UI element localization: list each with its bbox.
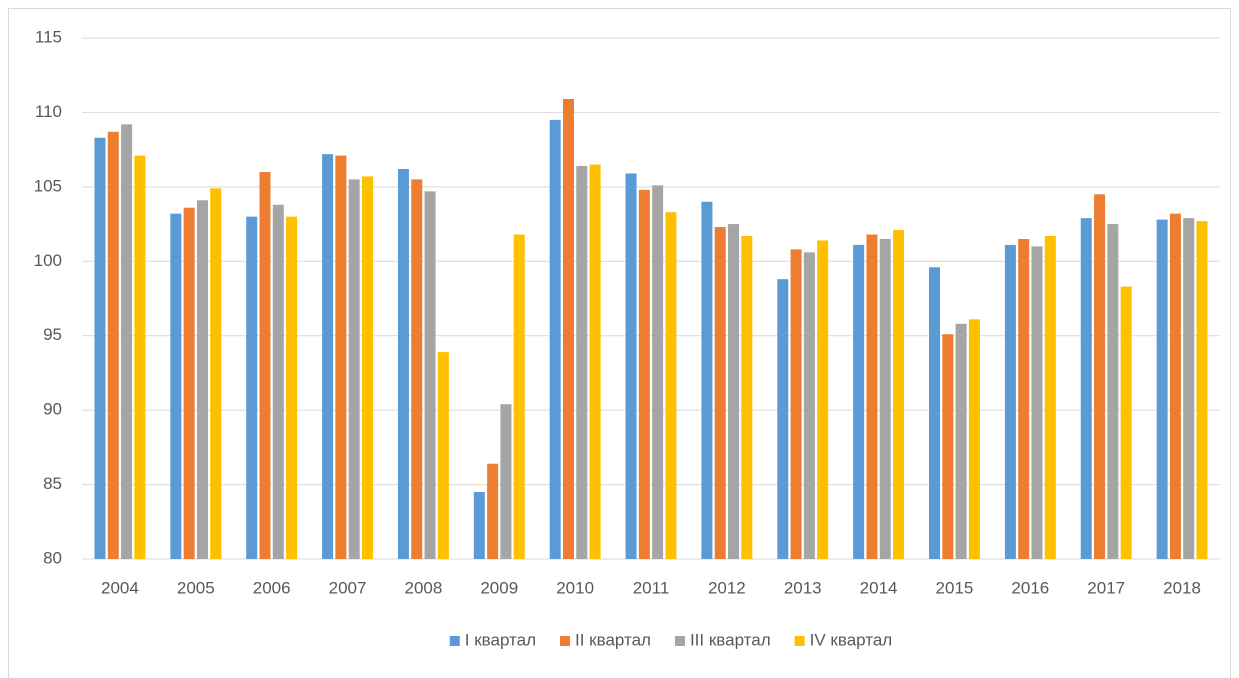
bar (728, 224, 740, 560)
bar (272, 204, 284, 559)
legend-label: II квартал (575, 630, 651, 649)
x-tick-label: 2010 (556, 578, 594, 597)
bar (701, 201, 713, 559)
bar (322, 154, 334, 559)
legend-swatch (794, 636, 805, 646)
bar (210, 188, 222, 560)
bar (638, 189, 650, 559)
bar (500, 404, 512, 559)
bar (1120, 286, 1132, 559)
legend-label: III квартал (690, 630, 771, 649)
bar (1169, 213, 1181, 559)
bar (437, 352, 449, 559)
x-tick-label: 2006 (253, 578, 291, 597)
bar (196, 200, 208, 560)
x-tick-label: 2008 (404, 578, 442, 597)
y-tick-label: 105 (34, 176, 62, 195)
bar (1156, 219, 1168, 559)
bar (1018, 238, 1030, 559)
bar (121, 124, 133, 559)
bar (1031, 246, 1043, 559)
bar (1004, 244, 1016, 559)
bar (259, 171, 271, 559)
y-tick-label: 110 (35, 102, 62, 121)
y-tick-label: 85 (43, 474, 62, 493)
bar (625, 173, 637, 559)
x-tick-label: 2015 (936, 578, 974, 597)
bar (348, 179, 360, 559)
x-tick-label: 2016 (1011, 578, 1049, 597)
bar (1080, 218, 1092, 560)
legend-label: IV квартал (810, 630, 893, 649)
bar (411, 179, 423, 559)
y-tick-label: 80 (43, 548, 62, 567)
x-tick-label: 2013 (784, 578, 822, 597)
bar (487, 463, 499, 559)
bar (94, 137, 106, 559)
bar (361, 176, 373, 560)
bar (513, 234, 525, 559)
bar (652, 185, 664, 559)
bar (473, 492, 485, 559)
x-tick-label: 2011 (633, 578, 670, 597)
x-tick-label: 2012 (708, 578, 746, 597)
bar (134, 155, 146, 559)
bar (335, 155, 347, 559)
bar (665, 212, 677, 560)
legend-label: I квартал (465, 630, 536, 649)
bar (549, 119, 561, 559)
x-tick-label: 2009 (480, 578, 518, 597)
y-tick-label: 100 (34, 251, 62, 270)
bar (955, 323, 967, 559)
legend-swatch (449, 636, 460, 646)
bar (562, 99, 574, 559)
x-tick-label: 2004 (101, 578, 139, 597)
x-tick-label: 2018 (1163, 578, 1201, 597)
bar (790, 249, 802, 559)
bar (777, 279, 789, 559)
legend-swatch (560, 636, 571, 646)
bar (714, 227, 726, 559)
bar (942, 334, 954, 559)
bar (1044, 235, 1056, 560)
bar (1107, 224, 1119, 560)
bar (1183, 218, 1195, 560)
bar (576, 166, 588, 559)
bar (893, 230, 905, 560)
legend-swatch (674, 636, 685, 646)
bar (741, 235, 753, 560)
bar (286, 216, 298, 559)
bar (1196, 221, 1208, 559)
x-tick-label: 2014 (860, 578, 898, 597)
y-tick-label: 95 (43, 325, 62, 344)
x-tick-label: 2017 (1087, 578, 1125, 597)
bar (246, 216, 258, 559)
x-tick-label: 2007 (329, 578, 367, 597)
bar (817, 240, 829, 559)
bar (879, 238, 891, 559)
bar (968, 319, 980, 559)
bar (397, 168, 409, 559)
bar (929, 267, 941, 559)
bar (589, 164, 601, 559)
bar (853, 244, 865, 559)
x-tick-label: 2005 (177, 578, 215, 597)
bar (1094, 194, 1106, 560)
bar (170, 213, 182, 559)
y-tick-label: 115 (35, 27, 62, 46)
y-tick-label: 90 (43, 400, 62, 419)
bar (424, 191, 436, 559)
bar (803, 252, 815, 559)
bar (183, 207, 195, 559)
bar (866, 234, 878, 559)
bar (107, 131, 119, 559)
